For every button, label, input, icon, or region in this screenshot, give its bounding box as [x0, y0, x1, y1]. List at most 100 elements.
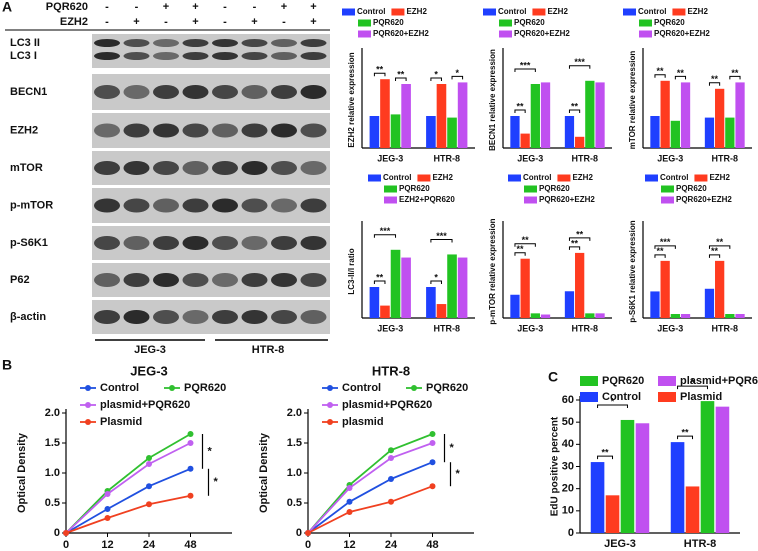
bar: [660, 260, 670, 318]
series-point: [187, 465, 194, 472]
bar: [715, 260, 725, 318]
legend-swatch: [580, 392, 598, 402]
x-tick-label: JEG-3: [657, 153, 683, 163]
significance-label: **: [711, 246, 719, 256]
series-line: [65, 494, 191, 534]
blot-band: [123, 273, 150, 287]
blot-band: [241, 39, 268, 47]
y-axis-label: p-S6K1 relative expression: [628, 220, 637, 322]
bar: [670, 314, 680, 318]
x-tick-label: HTR-8: [684, 538, 716, 550]
bar: [540, 314, 551, 318]
bar: [620, 419, 635, 533]
legend-label: PQR620: [399, 184, 430, 193]
legend-marker: [327, 385, 333, 391]
blot-band: [300, 161, 327, 175]
blot-band: [94, 52, 120, 60]
y-tick-label: 1.0: [45, 467, 60, 479]
blot-band: [212, 52, 238, 60]
blot-band: [123, 310, 150, 324]
significance-label: ***: [380, 226, 391, 236]
treatment-sign: -: [105, 16, 109, 28]
significance-label: *: [691, 377, 695, 387]
bar: [447, 117, 457, 148]
x-tick-label: 0: [305, 539, 311, 551]
legend-label: plasmid+PQR620: [680, 375, 758, 387]
panel-label: B: [2, 357, 12, 373]
blot-band: [212, 236, 238, 250]
blot-band: [212, 198, 238, 213]
x-tick-label: HTR-8: [712, 323, 739, 333]
legend-swatch: [645, 174, 658, 182]
significance-bracket: [373, 234, 397, 238]
legend-swatch: [358, 19, 371, 27]
series-point: [346, 498, 353, 505]
legend-swatch: [384, 185, 397, 193]
legend-label: PQR620+EZH2: [654, 29, 710, 38]
bar: [520, 258, 530, 318]
significance-bracket: [568, 109, 581, 113]
legend-label: PQR620+EZH2: [539, 195, 595, 204]
significance-bracket: [514, 252, 526, 256]
bar: [590, 462, 605, 533]
legend-label: PQR620+EZH2: [373, 29, 429, 38]
significance-label: *: [456, 68, 460, 78]
legend-marker: [85, 419, 91, 425]
blot-band: [241, 310, 268, 324]
bar: [540, 82, 551, 148]
significance-bracket: [514, 68, 536, 72]
series-point: [429, 440, 436, 446]
treatment-sign: +: [251, 16, 257, 28]
blot-band: [212, 273, 238, 287]
y-tick-label: 1.5: [45, 437, 60, 449]
bar: [670, 120, 680, 148]
blot-band: [271, 123, 297, 138]
blot-band: [241, 52, 268, 60]
x-tick-label: HTR-8: [572, 153, 599, 163]
blot-band: [153, 52, 179, 60]
treatment-sign: +: [133, 16, 139, 28]
legend-swatch: [658, 392, 676, 402]
bar: [380, 305, 390, 318]
significance-bracket: [729, 75, 741, 80]
protein-label: mTOR: [10, 162, 43, 174]
protein-label: LC3 II: [10, 37, 40, 49]
bar: [564, 291, 575, 318]
series-point: [104, 515, 111, 521]
treatment-sign: +: [163, 1, 169, 13]
bar: [680, 314, 691, 318]
significance-label: **: [517, 244, 525, 254]
bar: [670, 442, 685, 533]
legend-label: EZH2: [709, 173, 730, 182]
blot-band: [153, 161, 179, 175]
blot-band: [271, 310, 297, 324]
blot-band: [271, 161, 297, 175]
treatment-sign: +: [310, 1, 316, 13]
blot-band: [153, 198, 179, 213]
blot-band: [271, 52, 297, 60]
legend-label: Control: [100, 382, 139, 394]
bar: [564, 116, 575, 148]
legend-label: Control: [638, 7, 666, 16]
series-line: [65, 433, 191, 534]
blot-band: [182, 273, 209, 287]
x-tick-label: HTR-8: [434, 323, 461, 333]
treatment-sign: +: [281, 1, 287, 13]
legend-label: Plasmid: [100, 416, 142, 428]
legend-label: EZH2: [687, 7, 708, 16]
bar: [401, 257, 411, 318]
protein-label: p-mTOR: [10, 199, 53, 211]
significance-bracket: [597, 404, 628, 408]
bar: [735, 314, 745, 318]
blot-band: [212, 123, 238, 138]
bar: [436, 84, 447, 148]
blot-band: [182, 85, 209, 99]
treatment-sign: -: [135, 1, 139, 13]
bar: [401, 84, 411, 148]
x-tick-label: JEG-3: [517, 153, 543, 163]
y-axis-label: BECN1 relative expression: [488, 49, 497, 151]
legend-label: EZH2+PQR620: [399, 195, 455, 204]
legend-label: EZH2: [547, 7, 568, 16]
series-point: [429, 483, 436, 490]
legend-marker: [411, 385, 417, 391]
